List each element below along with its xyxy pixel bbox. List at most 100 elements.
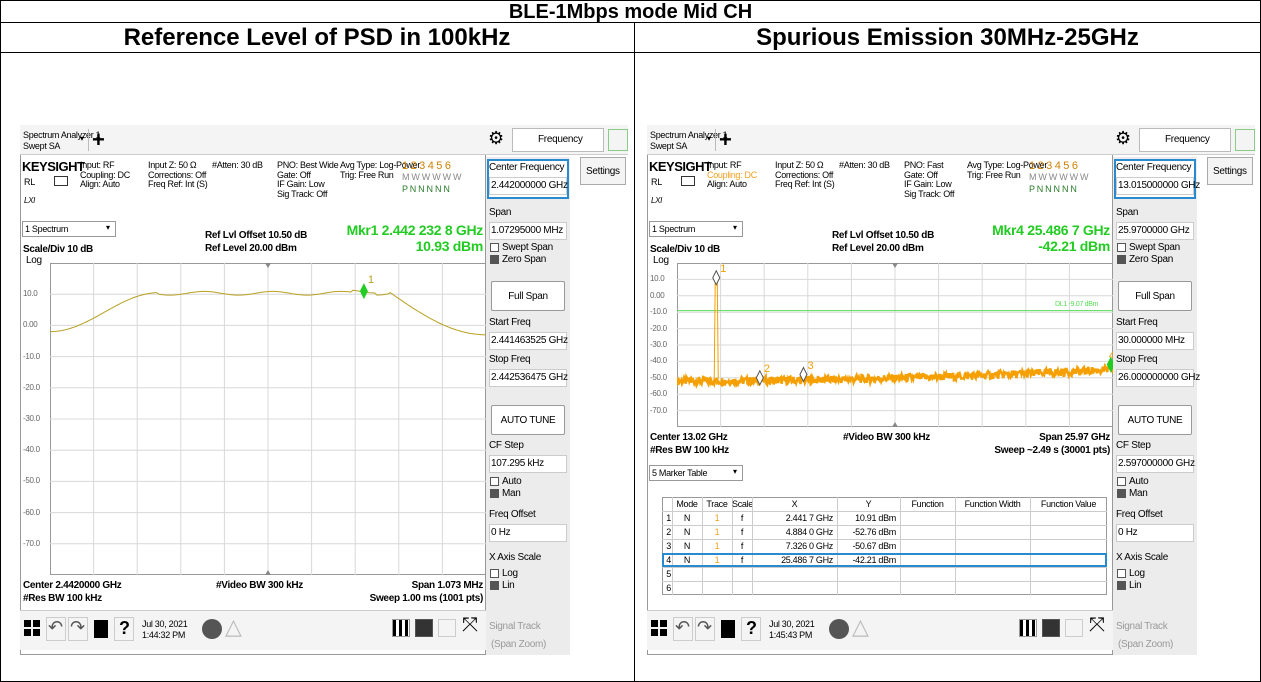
brand: KEYSIGHT xyxy=(22,159,85,174)
ref-offset: Ref Lvl Offset 10.50 dB xyxy=(205,230,308,241)
y-tick-label: -20.0 xyxy=(650,323,667,333)
column-rule xyxy=(752,497,753,595)
trace-flags: 1 2 3 4 5 6 xyxy=(1029,160,1078,172)
panel-label: Span xyxy=(1116,207,1139,218)
value-box xyxy=(489,332,567,350)
setting: Freq Ref: Int (S) xyxy=(148,179,208,189)
menu-name: Frequency xyxy=(1165,134,1210,145)
layout-icon xyxy=(1065,619,1083,637)
chat-icon xyxy=(202,619,222,639)
panel-label: Freq Offset xyxy=(489,509,536,520)
column-rule xyxy=(672,497,673,595)
option-label: Lin xyxy=(502,580,515,591)
panel-label: Start Freq xyxy=(489,317,531,328)
panel-button xyxy=(1118,281,1192,311)
time: 1:45:43 PM xyxy=(769,630,813,640)
panel-value: 0 Hz xyxy=(491,527,511,538)
menu-select xyxy=(1139,128,1231,152)
trace xyxy=(677,362,1113,390)
help-button xyxy=(741,617,761,641)
option-label: Swept Span xyxy=(1129,242,1180,253)
ref-offset: Ref Lvl Offset 10.50 dB xyxy=(832,230,935,241)
setting: Trig: Free Run xyxy=(967,169,1021,180)
tool-icon: ↷ xyxy=(70,617,85,637)
tool-button xyxy=(673,617,693,641)
value-box xyxy=(1116,524,1194,542)
plot xyxy=(677,263,1113,427)
option-label: Zero Span xyxy=(1129,254,1173,265)
marker-label: 2 xyxy=(763,362,770,375)
settings-tab xyxy=(580,157,626,185)
option-box xyxy=(490,581,499,590)
marker-label: 4 xyxy=(1108,349,1115,362)
app-name: Spectrum Analyzer 1 xyxy=(650,130,728,140)
table-cell: 1 xyxy=(714,527,720,537)
table-cell: 7.326 0 GHz xyxy=(785,541,834,551)
tool-button xyxy=(46,617,66,641)
trace-flags: M W W W W W xyxy=(402,172,462,182)
option-label: Log xyxy=(502,568,518,579)
windows-icon xyxy=(24,620,40,636)
y-tick-label: -40.0 xyxy=(650,356,667,366)
tool-icon: ↷ xyxy=(697,617,712,637)
value-box xyxy=(1116,455,1194,473)
row-number: 5 xyxy=(666,569,671,579)
option-label: Log xyxy=(1129,568,1145,579)
table-select xyxy=(649,465,743,481)
y-tick-label: -70.0 xyxy=(23,538,40,548)
column-rule xyxy=(900,497,901,595)
chat-icon xyxy=(829,619,849,639)
dropdown-arrow: ▾ xyxy=(80,134,84,143)
row-number: 3 xyxy=(666,541,671,551)
file-icon xyxy=(94,620,108,638)
gear-icon: ⚙ xyxy=(1115,128,1131,148)
panel-label: X Axis Scale xyxy=(1116,552,1168,563)
panel-label: Center Frequency xyxy=(1116,162,1192,173)
setting: Sig Track: Off xyxy=(277,188,328,199)
touch-icon xyxy=(1042,619,1060,637)
row-rule xyxy=(662,581,1107,582)
y-tick-label: 10.0 xyxy=(23,289,38,299)
trace xyxy=(50,289,486,336)
setting: Coupling: DC xyxy=(707,169,757,180)
marker-diamond xyxy=(1106,356,1113,373)
window-select xyxy=(22,221,116,237)
y-tick-label: -30.0 xyxy=(650,340,667,349)
table-cell: N xyxy=(683,541,691,551)
footer-span: Span 1.073 MHz xyxy=(411,580,484,591)
triangle-icon: △ xyxy=(852,614,869,639)
option-box xyxy=(490,477,499,486)
option-label: Zero Span xyxy=(502,254,546,265)
panel-label: Start Freq xyxy=(1116,317,1158,328)
y-tick-label: -70.0 xyxy=(650,405,667,415)
marker-diamond xyxy=(755,369,764,386)
option-box xyxy=(490,243,499,252)
panel-label: Signal Track xyxy=(1116,621,1168,632)
layout-icon xyxy=(438,619,456,637)
y-tick-label: -20.0 xyxy=(23,382,40,392)
table-cell: N xyxy=(683,555,691,565)
settings-tab-label: Settings xyxy=(586,166,620,177)
table-cell: 10.91 dBm xyxy=(855,513,896,523)
setting: Input Z: 50 Ω xyxy=(148,160,197,170)
table-cell: N xyxy=(683,513,691,523)
table-cell: f xyxy=(740,527,744,537)
trace-flags: P N N N N N xyxy=(1029,184,1077,194)
tool-button xyxy=(68,617,88,641)
setting: IF Gain: Low xyxy=(277,179,325,189)
row-rule xyxy=(662,525,1107,526)
column-header: Function xyxy=(911,499,944,509)
option-box xyxy=(1117,581,1126,590)
option-box xyxy=(1117,255,1126,264)
panel-value: 2.442536475 GHz xyxy=(491,372,568,383)
panel-value: (Span Zoom) xyxy=(491,639,547,650)
footer-rbw: #Res BW 100 kHz xyxy=(650,445,729,456)
footer-center: Center 13.02 GHz xyxy=(650,432,728,443)
panel-label: Center Frequency xyxy=(489,162,565,173)
panel-value: 26.000000000 GHz xyxy=(1118,372,1200,383)
table-cell: 4.884 0 GHz xyxy=(785,527,834,537)
y-tick-label: 0.00 xyxy=(23,320,38,330)
trace-flags: P N N N N N xyxy=(402,184,450,194)
table-title: BLE-1Mbps mode Mid CH xyxy=(508,1,753,23)
table-cell: f xyxy=(740,541,744,551)
